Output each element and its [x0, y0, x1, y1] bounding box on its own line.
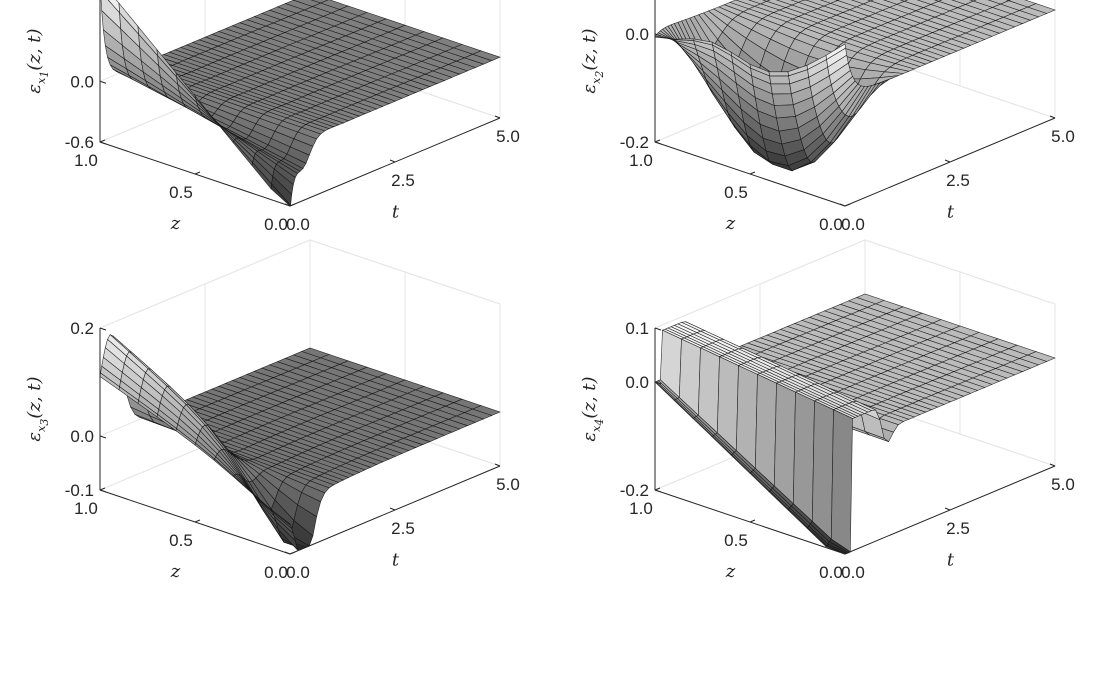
z-axis-tick-label: 1.0 [74, 499, 98, 518]
z-tick-label: 0.1 [625, 319, 649, 338]
z-axis-label: z [725, 561, 736, 582]
surface-patch [735, 365, 758, 469]
z-tick-label: -0.2 [620, 133, 649, 152]
surface-plot-ex4: -0.2 0.0 0.1 0.0 2.5 5.0 0.0 0.5 1.0 t z εx4(z, t) [579, 239, 1075, 582]
t-tick-label: 2.5 [391, 519, 415, 538]
z-axis-tick-label: 1.0 [629, 499, 653, 518]
t-tick-label: 0.0 [286, 563, 310, 582]
value-axis-label: εx4(z, t) [579, 376, 606, 441]
surface-patch [773, 104, 796, 119]
surface-patch [770, 83, 792, 95]
t-tick-label: 5.0 [496, 127, 520, 146]
surface [654, 0, 1056, 172]
z-tick-label: 0.0 [70, 72, 94, 91]
t-axis-label: t [392, 202, 400, 223]
z-axis-tick-label: 1.0 [629, 151, 653, 170]
axes [654, 327, 1056, 555]
t-tick-label: 5.0 [1051, 475, 1075, 494]
t-tick-label: 5.0 [1051, 127, 1075, 146]
surface [654, 293, 1056, 555]
surface-patch [811, 400, 834, 540]
surface-patch [830, 409, 853, 553]
z-axis-label: z [170, 561, 181, 582]
value-axis-label: εx1(z, t) [24, 28, 51, 93]
surface-patch [792, 391, 815, 523]
surface-patch [754, 373, 777, 487]
t-tick-label: 2.5 [391, 171, 415, 190]
t-axis-label: t [392, 550, 400, 571]
surface-patch [825, 43, 846, 60]
axes [99, 0, 501, 207]
t-tick-label: 2.5 [946, 171, 970, 190]
value-axis-label: εx2(z, t) [579, 28, 606, 93]
surface-patch [771, 93, 794, 106]
surface-patch [768, 71, 789, 77]
z-tick-label: 0.2 [70, 319, 94, 338]
z-tick-label: -0.6 [65, 133, 94, 152]
t-tick-label: 0.0 [286, 215, 310, 234]
z-axis-tick-label: 1.0 [74, 151, 98, 170]
z-axis-tick-label: 0.0 [819, 563, 843, 582]
z-axis-tick-label: 0.5 [724, 531, 748, 550]
surface [99, 334, 501, 552]
t-axis-label: t [947, 202, 955, 223]
z-axis-tick-label: 0.5 [169, 183, 193, 202]
z-axis-tick-label: 0.0 [264, 215, 288, 234]
surface-patch [773, 382, 796, 505]
t-tick-label: 0.0 [841, 563, 865, 582]
z-axis-label: z [170, 213, 181, 234]
axes [654, 0, 1056, 207]
surface [100, 0, 501, 207]
surface-patch [769, 75, 791, 85]
axes [99, 327, 501, 555]
z-axis-tick-label: 0.0 [264, 563, 288, 582]
z-axis-tick-label: 0.5 [169, 531, 193, 550]
z-tick-label: -0.1 [65, 481, 94, 500]
z-tick-label: 0.0 [625, 373, 649, 392]
t-tick-label: 0.0 [841, 215, 865, 234]
t-axis-label: t [947, 550, 955, 571]
z-axis-tick-label: 0.0 [819, 215, 843, 234]
z-tick-label: 0.0 [625, 25, 649, 44]
z-axis-label: z [725, 213, 736, 234]
z-tick-label: 0.0 [70, 427, 94, 446]
t-tick-label: 2.5 [946, 519, 970, 538]
surface-patch [270, 509, 291, 526]
t-tick-label: 5.0 [496, 475, 520, 494]
z-axis-tick-label: 0.5 [724, 183, 748, 202]
surface-plot-ex3: -0.1 0.0 0.2 0.0 2.5 5.0 0.0 0.5 1.0 t z εx3(z, t) [24, 239, 520, 582]
z-tick-label: -0.2 [620, 481, 649, 500]
value-axis-label: εx3(z, t) [24, 376, 51, 441]
